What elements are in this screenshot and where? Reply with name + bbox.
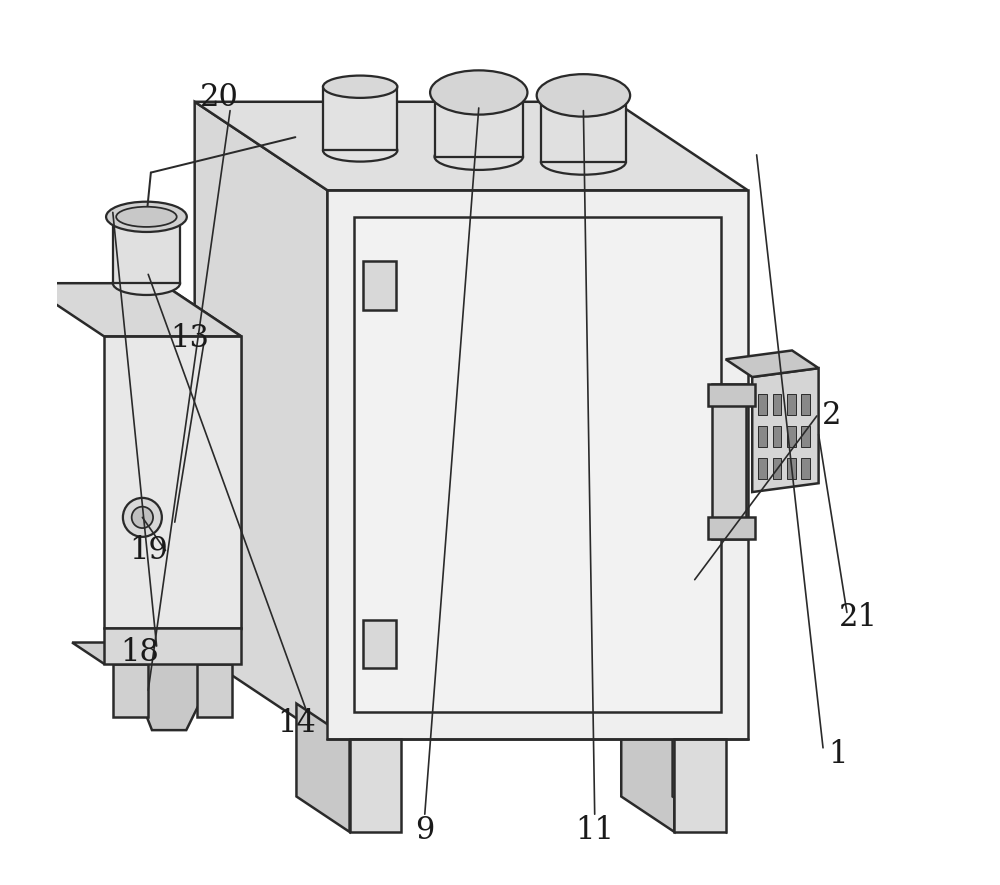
Text: 14: 14 xyxy=(277,708,316,740)
Polygon shape xyxy=(113,217,180,283)
Polygon shape xyxy=(673,704,726,832)
Text: 2: 2 xyxy=(822,400,842,432)
Bar xyxy=(758,426,767,447)
Ellipse shape xyxy=(116,207,177,227)
Ellipse shape xyxy=(537,74,630,117)
Polygon shape xyxy=(327,190,748,739)
Polygon shape xyxy=(435,99,523,157)
Text: 18: 18 xyxy=(120,636,159,668)
Bar xyxy=(363,620,396,668)
Bar xyxy=(350,739,401,832)
Bar xyxy=(801,458,810,479)
Ellipse shape xyxy=(113,272,180,295)
Bar xyxy=(758,458,767,479)
Bar xyxy=(197,664,232,717)
Ellipse shape xyxy=(106,202,187,232)
Text: 1: 1 xyxy=(828,738,848,770)
Polygon shape xyxy=(621,704,674,832)
Bar xyxy=(801,394,810,415)
Ellipse shape xyxy=(323,139,397,162)
Polygon shape xyxy=(161,283,241,628)
Bar xyxy=(674,739,726,832)
Ellipse shape xyxy=(435,86,523,112)
Polygon shape xyxy=(296,704,350,832)
Bar xyxy=(113,664,148,717)
Bar xyxy=(354,217,721,712)
Ellipse shape xyxy=(435,143,523,170)
Bar xyxy=(801,426,810,447)
Text: 9: 9 xyxy=(415,814,434,846)
Bar xyxy=(787,426,796,447)
Text: 20: 20 xyxy=(200,81,239,113)
Bar xyxy=(708,384,755,406)
Bar xyxy=(773,426,781,447)
Ellipse shape xyxy=(541,150,626,174)
Bar xyxy=(787,458,796,479)
Polygon shape xyxy=(323,87,397,150)
Polygon shape xyxy=(195,102,327,739)
Circle shape xyxy=(123,498,162,537)
Bar xyxy=(773,458,781,479)
Polygon shape xyxy=(195,102,748,190)
Polygon shape xyxy=(72,643,241,664)
Bar xyxy=(104,628,241,664)
Bar xyxy=(363,261,396,310)
Bar xyxy=(708,517,755,539)
Polygon shape xyxy=(126,664,219,730)
Text: 21: 21 xyxy=(839,602,878,634)
Polygon shape xyxy=(104,336,241,628)
Polygon shape xyxy=(541,102,626,162)
Circle shape xyxy=(132,506,153,528)
Text: 11: 11 xyxy=(575,814,614,846)
Text: 19: 19 xyxy=(129,535,168,566)
Bar xyxy=(758,394,767,415)
Bar xyxy=(773,394,781,415)
Ellipse shape xyxy=(323,75,397,98)
Ellipse shape xyxy=(541,89,626,114)
Ellipse shape xyxy=(430,70,527,114)
Polygon shape xyxy=(752,368,819,492)
Ellipse shape xyxy=(113,205,180,228)
Text: 13: 13 xyxy=(171,322,210,354)
Polygon shape xyxy=(726,350,819,377)
Bar xyxy=(712,384,746,539)
Polygon shape xyxy=(24,283,241,336)
Bar xyxy=(787,394,796,415)
